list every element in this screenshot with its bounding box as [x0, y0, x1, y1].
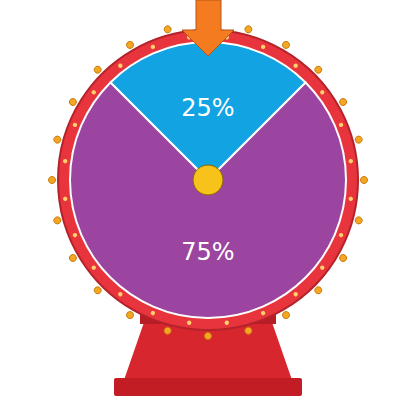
svg-text:75%: 75%	[181, 238, 234, 266]
svg-text:25%: 25%	[181, 94, 234, 122]
